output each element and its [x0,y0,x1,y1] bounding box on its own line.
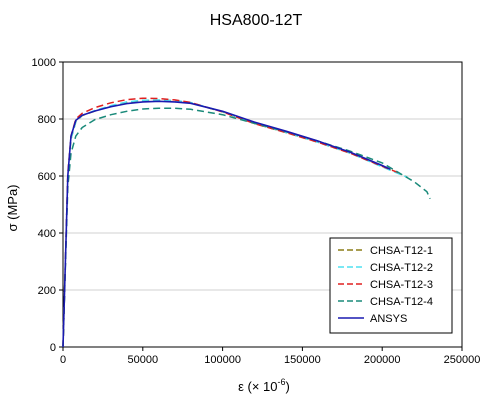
x-tick-label: 100000 [204,354,241,366]
chart-title: HSA800-12T [210,12,303,29]
x-axis-label: ε (× 10-6) [238,377,290,394]
plot-frame [62,61,463,348]
legend-box [329,237,453,334]
y-tick-label: 400 [38,228,56,240]
y-tick-label: 0 [50,342,56,354]
x-tick-label: 0 [60,354,66,366]
tick-labels: 0 200 400 600 800 1000 0 50000 100000 150000 20000… [32,57,481,366]
y-tick-label: 200 [38,285,56,297]
y-tick-label: 800 [38,114,56,126]
legend: CHSA-T12-1 CHSA-T12-2 CHSA-T12-3 CHSA-T12-4… [329,237,453,334]
y-axis-label: σ (MPa) [5,184,20,231]
y-tick-label: 600 [38,171,56,183]
x-tick-label: 50000 [128,354,159,366]
series-line-chsa-t12-4 [62,107,431,348]
x-axis-label-exponent: -6 [278,377,286,387]
legend-label: CHSA-T12-4 [370,296,433,308]
y-tick-label: 1000 [32,57,56,69]
series-group [62,97,431,348]
x-tick-label: 150000 [284,354,321,366]
x-tick-label: 250000 [444,354,481,366]
x-tick-label: 200000 [364,354,401,366]
series-line-ansys [62,100,391,348]
legend-label: ANSYS [370,313,407,325]
legend-label: CHSA-T12-2 [370,262,433,274]
x-axis-label-close: ) [286,379,290,394]
x-axis-label-main: ε (× 10 [238,379,277,394]
legend-label: CHSA-T12-3 [370,279,433,291]
legend-label: CHSA-T12-1 [370,245,433,257]
